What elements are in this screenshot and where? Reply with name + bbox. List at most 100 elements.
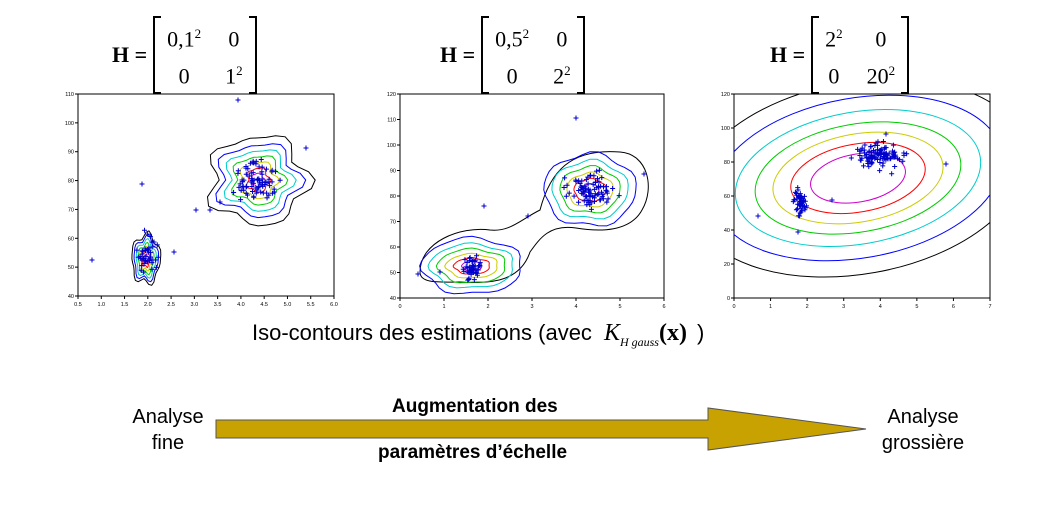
data-point xyxy=(866,154,872,160)
x-tick-label: 2.0 xyxy=(144,302,152,308)
y-tick-label: 60 xyxy=(390,245,396,251)
data-point xyxy=(802,203,808,209)
data-point xyxy=(585,181,591,187)
data-point xyxy=(145,231,151,237)
data-point xyxy=(147,234,153,240)
data-point xyxy=(869,155,875,161)
x-tick-label: 6 xyxy=(952,304,955,308)
x-tick-label: 0 xyxy=(732,304,735,308)
data-point xyxy=(583,177,589,183)
data-point xyxy=(171,249,177,255)
data-point xyxy=(264,195,270,201)
data-point xyxy=(241,177,247,183)
y-tick-label: 20 xyxy=(724,262,730,268)
data-point xyxy=(525,213,531,219)
y-tick-label: 120 xyxy=(387,92,396,98)
data-point xyxy=(240,183,246,189)
data-point xyxy=(153,264,159,270)
y-tick-label: 40 xyxy=(68,294,74,300)
contour-group xyxy=(734,94,990,278)
data-point xyxy=(595,192,601,198)
data-point xyxy=(249,189,255,195)
data-point xyxy=(579,178,585,184)
data-point xyxy=(257,179,263,185)
data-point xyxy=(880,138,886,144)
data-point xyxy=(139,181,145,187)
data-point xyxy=(249,176,255,182)
y-tick-label: 110 xyxy=(387,118,396,124)
data-point xyxy=(139,263,145,269)
data-point xyxy=(561,185,567,191)
data-point xyxy=(857,157,863,163)
data-point xyxy=(256,164,262,170)
data-point xyxy=(596,179,602,185)
data-point xyxy=(474,253,480,259)
data-point xyxy=(797,210,803,216)
data-point xyxy=(140,248,146,254)
data-point xyxy=(797,202,803,208)
data-point xyxy=(870,148,876,154)
data-point xyxy=(263,166,269,172)
matrix-cell: 0 xyxy=(228,26,240,51)
data-point xyxy=(587,173,593,179)
y-tick-label: 110 xyxy=(65,92,74,98)
x-tick-label: 7 xyxy=(988,304,991,308)
y-tick-label: 80 xyxy=(68,179,74,185)
matrix-label: H = xyxy=(112,42,148,67)
data-point xyxy=(576,199,582,205)
data-point xyxy=(594,168,600,174)
data-point xyxy=(277,177,283,183)
contour-line xyxy=(206,135,316,227)
data-point xyxy=(573,177,579,183)
data-point xyxy=(259,176,265,182)
matrix-cell: 202 xyxy=(866,63,896,89)
data-point xyxy=(465,269,471,275)
data-point xyxy=(596,167,602,173)
data-point xyxy=(145,259,151,265)
data-point xyxy=(596,184,602,190)
data-point xyxy=(889,171,895,177)
data-point xyxy=(587,193,593,199)
data-point xyxy=(470,257,476,263)
x-tick-label: 5 xyxy=(618,304,621,308)
data-point xyxy=(795,187,801,193)
data-point xyxy=(797,194,803,200)
contour-line xyxy=(427,242,514,289)
data-point xyxy=(797,213,803,219)
data-point xyxy=(468,271,474,277)
data-point xyxy=(581,189,587,195)
data-point xyxy=(870,154,876,160)
x-tick-label: 4.0 xyxy=(237,302,245,308)
data-point xyxy=(238,197,244,203)
data-point xyxy=(585,186,591,192)
contour-line xyxy=(223,149,297,212)
y-tick-label: 50 xyxy=(390,271,396,277)
data-point xyxy=(600,196,606,202)
data-point xyxy=(594,176,600,182)
contour-line xyxy=(734,109,982,247)
matrix-cell: 0 xyxy=(506,63,518,89)
data-point xyxy=(254,187,260,193)
x-tick-label: 6.0 xyxy=(330,302,338,308)
data-point xyxy=(143,254,149,260)
y-tick-label: 100 xyxy=(65,121,74,127)
caption-close: ) xyxy=(696,320,705,345)
data-point xyxy=(237,181,243,187)
data-point xyxy=(153,257,159,263)
kernel-formula: KH gauss(x) xyxy=(603,320,687,349)
y-tick-label: 90 xyxy=(390,169,396,175)
y-tick-label: 50 xyxy=(68,265,74,271)
x-tick-label: 6 xyxy=(662,304,665,308)
data-point xyxy=(146,249,152,255)
data-point xyxy=(878,151,884,157)
data-point xyxy=(587,202,593,208)
data-point xyxy=(866,164,872,170)
data-point xyxy=(264,190,270,196)
contour-line xyxy=(551,158,629,220)
data-point xyxy=(892,152,898,158)
y-tick-label: 40 xyxy=(724,228,730,234)
data-point xyxy=(437,269,443,275)
data-point xyxy=(471,277,477,283)
data-point xyxy=(641,171,647,177)
contour-line xyxy=(772,131,944,225)
